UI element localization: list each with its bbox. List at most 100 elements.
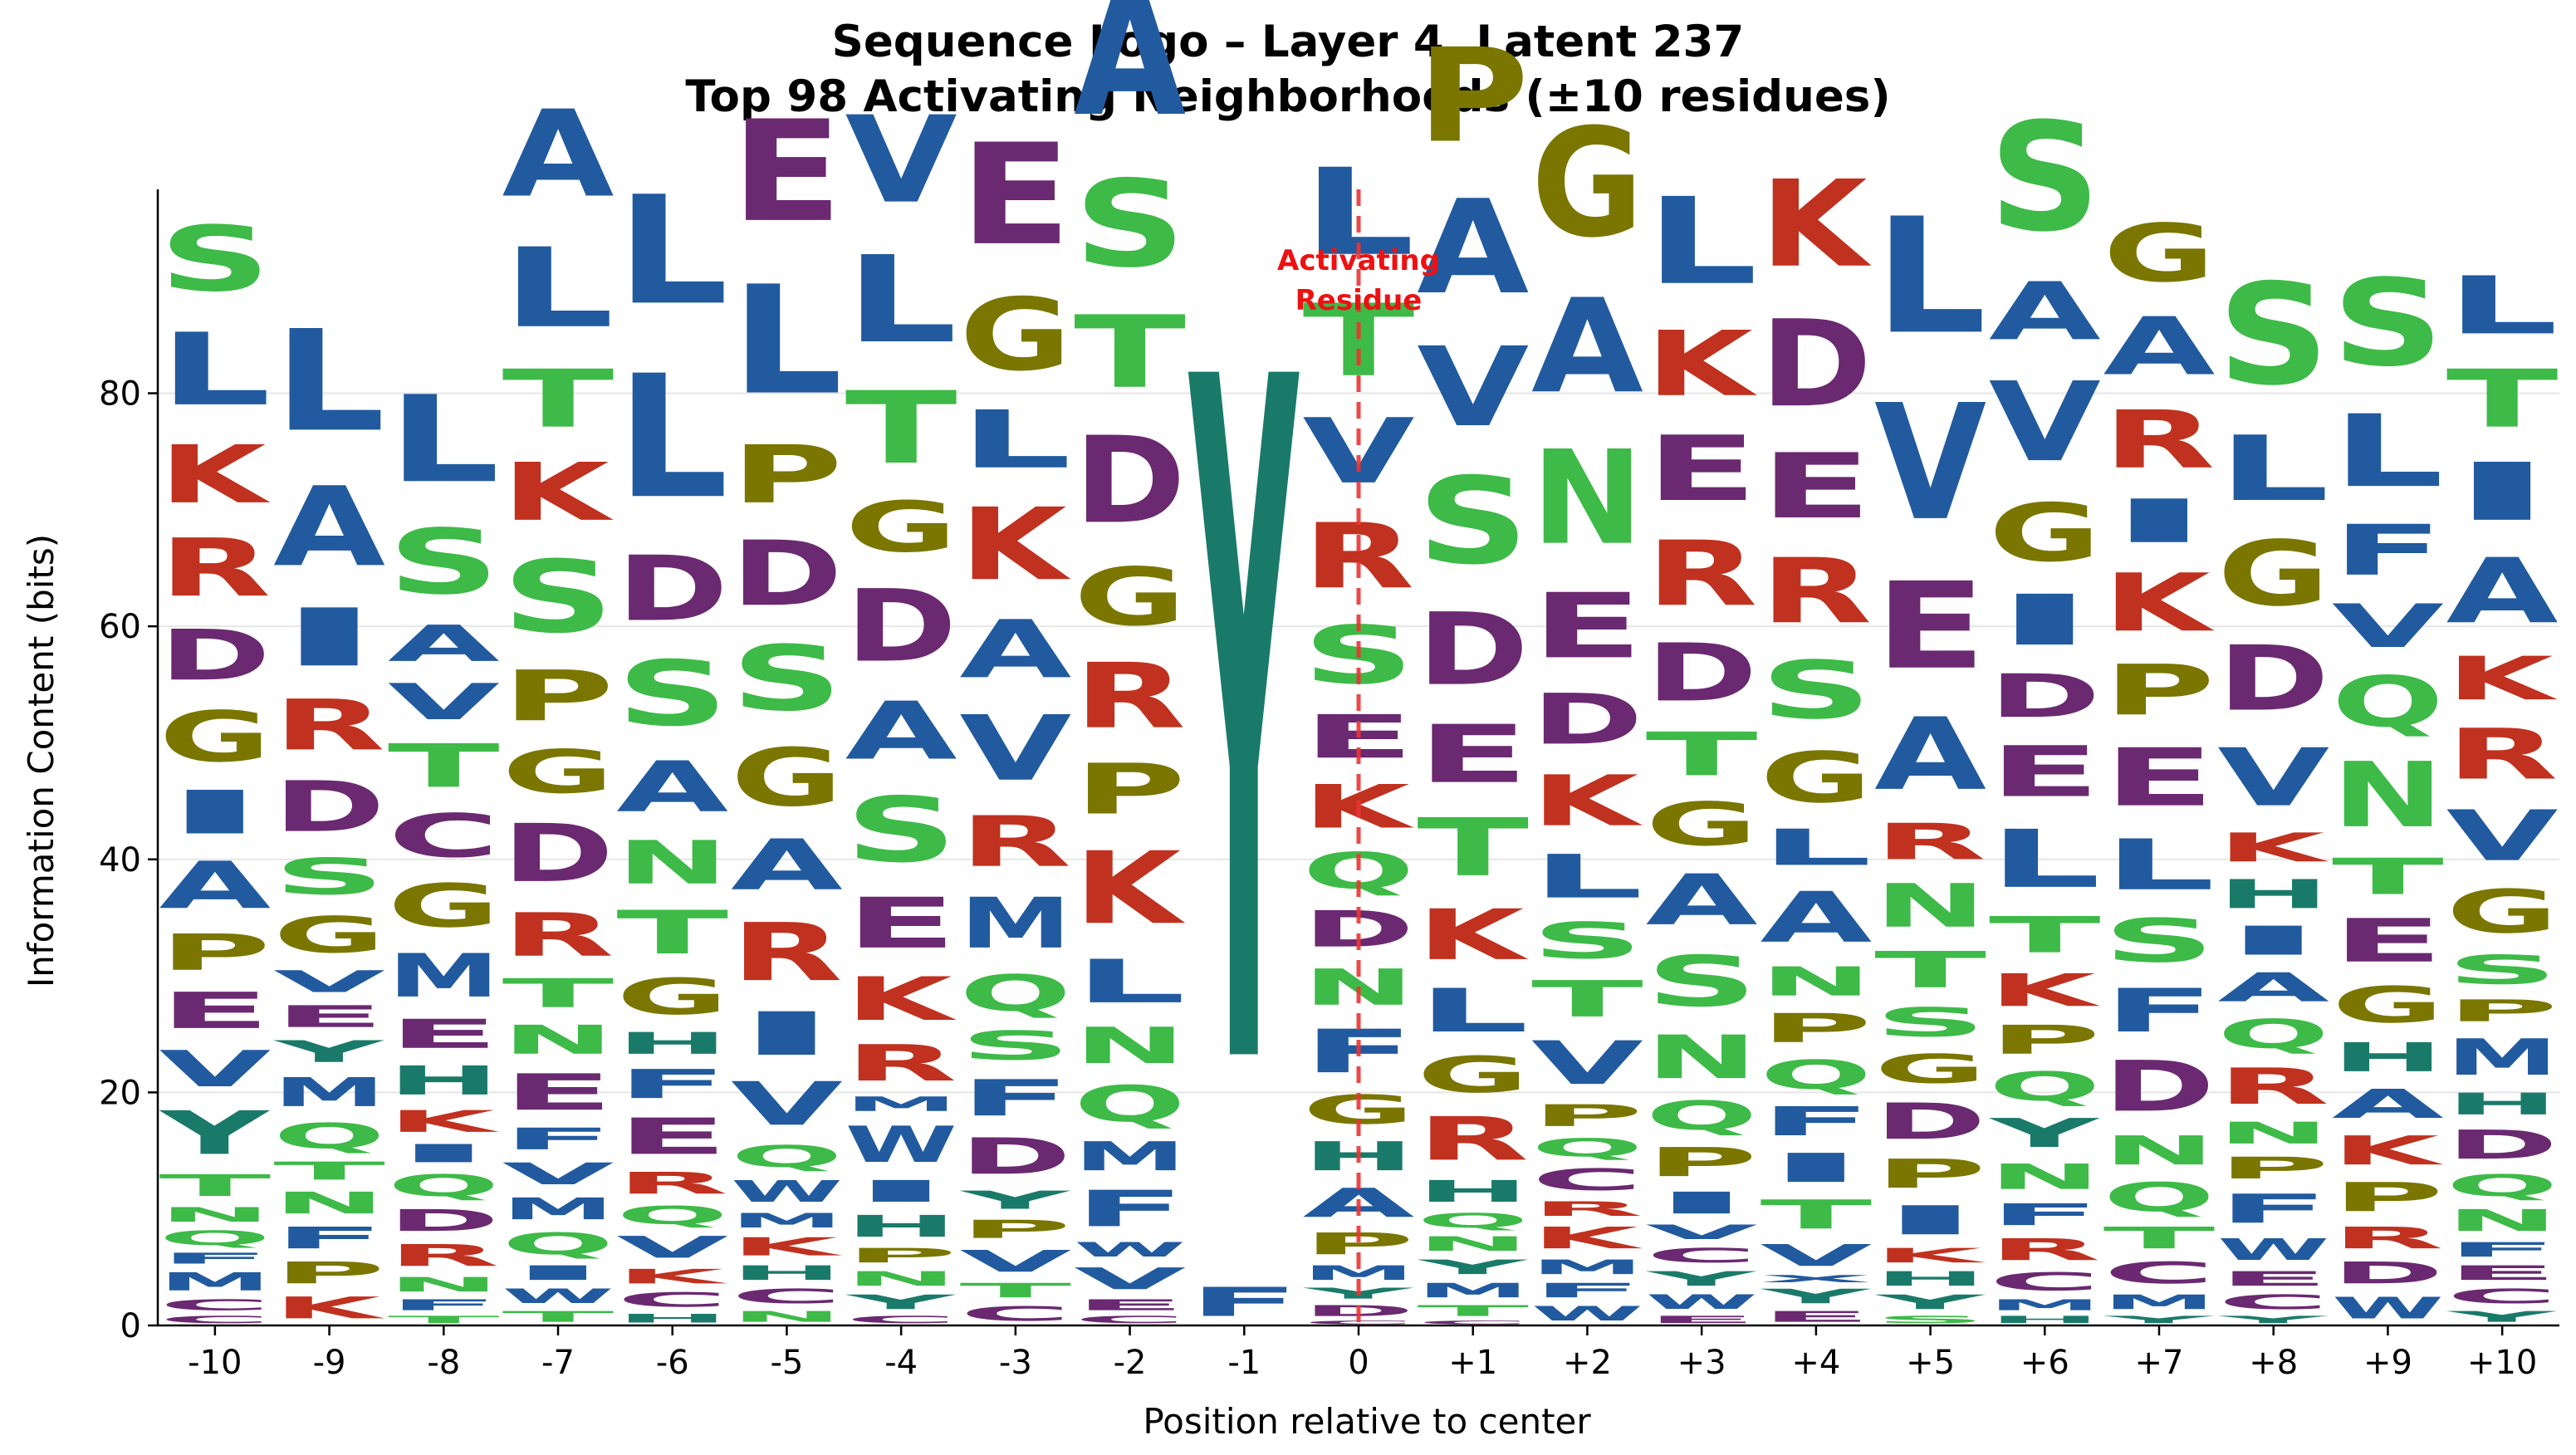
logo-letter: D xyxy=(2332,1256,2444,1291)
logo-letter: V xyxy=(2217,732,2329,825)
logo-letter: L xyxy=(2446,259,2559,352)
logo-letter: T xyxy=(1646,720,1758,790)
chart-title-line-2: Top 98 Activating Neighborhoods (±10 res… xyxy=(685,71,1891,122)
logo-letter: D xyxy=(2446,1122,2559,1168)
logo-letter: N xyxy=(1417,1232,1529,1256)
logo-letter: T xyxy=(1417,801,1529,894)
logo-letter: E xyxy=(273,999,385,1034)
logo-letter: P xyxy=(2217,1151,2329,1186)
logo-letter: S xyxy=(959,1023,1071,1070)
logo-letter: A xyxy=(616,747,728,828)
logo-letter: E xyxy=(845,883,957,964)
logo-letter: Q xyxy=(1531,1134,1643,1163)
logo-letter: S xyxy=(1646,942,1758,1023)
logo-letter: S xyxy=(2217,254,2329,416)
logo-letter: V xyxy=(502,1157,615,1192)
logo-letter: R xyxy=(2103,394,2216,486)
logo-letter: M xyxy=(502,1192,615,1227)
logo-letter: Q xyxy=(2103,1174,2216,1221)
logo-letter: N xyxy=(2332,744,2444,848)
logo-letter: L xyxy=(2103,825,2216,905)
logo-letter: W xyxy=(2217,1232,2329,1267)
logo-letter: I xyxy=(1989,581,2101,662)
logo-letter: T xyxy=(616,899,728,968)
logo-letter: T xyxy=(502,970,615,1017)
logo-letter: E xyxy=(1989,732,2101,813)
x-tick-label: +3 xyxy=(1677,1344,1726,1382)
logo-letter: Q xyxy=(959,965,1071,1022)
logo-letter: G xyxy=(959,277,1071,393)
logo-letter: R xyxy=(1417,1105,1529,1174)
logo-letter: L xyxy=(1417,977,1529,1046)
logo-letter: T xyxy=(388,732,500,801)
logo-letter: I xyxy=(159,778,271,848)
x-tick-label: -10 xyxy=(188,1344,242,1382)
logo-letter: N xyxy=(1874,871,1986,941)
logo-letter: R xyxy=(2332,1221,2444,1256)
logo-letter: Y xyxy=(1416,1256,1529,1279)
logo-letter: P xyxy=(731,429,843,522)
logo-letter: D xyxy=(959,1127,1071,1185)
logo-letter: P xyxy=(502,655,615,737)
logo-letter: T xyxy=(502,1308,615,1325)
logo-letter: Y xyxy=(272,1034,385,1069)
logo-letter: H xyxy=(616,1311,728,1325)
logo-letter: T xyxy=(1417,1302,1529,1320)
logo-letter: K xyxy=(845,965,957,1035)
logo-letter: C xyxy=(159,1314,271,1325)
logo-letter: W xyxy=(1531,1302,1643,1325)
logo-letter: V xyxy=(1874,371,1986,556)
logo-letter: H xyxy=(845,1209,957,1244)
y-tick-label: 60 xyxy=(99,608,141,646)
logo-letter: D xyxy=(159,615,271,696)
logo-letter: K xyxy=(1417,895,1529,976)
logo-letter: Y xyxy=(1188,187,1300,1276)
logo-letter: T xyxy=(1074,294,1186,410)
logo-letter: R xyxy=(502,900,615,970)
logo-letter: T xyxy=(1760,1192,1872,1238)
logo-letter: H xyxy=(1989,1314,2101,1325)
logo-letter: A xyxy=(1646,860,1758,942)
logo-letter: I xyxy=(2217,918,2329,964)
logo-letter: V xyxy=(273,964,385,999)
logo-letter: F xyxy=(1188,1279,1300,1325)
logo-letter: C xyxy=(1531,1163,1643,1198)
logo-letter: L xyxy=(959,393,1071,486)
x-tick-label: +2 xyxy=(1563,1344,1612,1382)
logo-letter: F xyxy=(159,1250,271,1267)
logo-letter: D xyxy=(1646,627,1758,719)
logo-letter: N xyxy=(2446,1203,2559,1238)
logo-letter: E xyxy=(2217,1267,2329,1291)
logo-letter: W xyxy=(1646,1291,1758,1314)
x-tick-label: -5 xyxy=(770,1344,803,1382)
logo-letter: Q xyxy=(2217,1011,2329,1057)
logo-letter: A xyxy=(2332,1081,2444,1128)
logo-letter: V xyxy=(959,1244,1071,1279)
logo-letter: H xyxy=(2217,871,2329,918)
logo-letter: E xyxy=(159,982,271,1040)
logo-letter: C xyxy=(1074,1314,1186,1325)
logo-letter: A xyxy=(1074,0,1186,154)
logo-letter: L xyxy=(845,230,957,370)
logo-letter: G xyxy=(2446,877,2559,947)
logo-letter: L xyxy=(731,255,843,429)
logo-letter: F xyxy=(273,1221,385,1256)
logo-letter: S xyxy=(2446,947,2559,993)
logo-letter: G xyxy=(502,737,615,806)
x-tick-label: -8 xyxy=(427,1344,460,1382)
logo-letter: E xyxy=(2446,1261,2559,1285)
logo-letter: W xyxy=(731,1174,843,1209)
logo-letter: Y xyxy=(1645,1267,1758,1291)
logo-letter: L xyxy=(2332,394,2444,510)
logo-letter: N xyxy=(388,1273,500,1296)
logo-letter: I xyxy=(502,1261,615,1285)
logo-letter: Y xyxy=(2216,1314,2329,1325)
logo-letter: L xyxy=(388,370,500,510)
logo-letter: F xyxy=(388,1296,500,1314)
y-axis-label: Information Content (bits) xyxy=(21,534,61,987)
